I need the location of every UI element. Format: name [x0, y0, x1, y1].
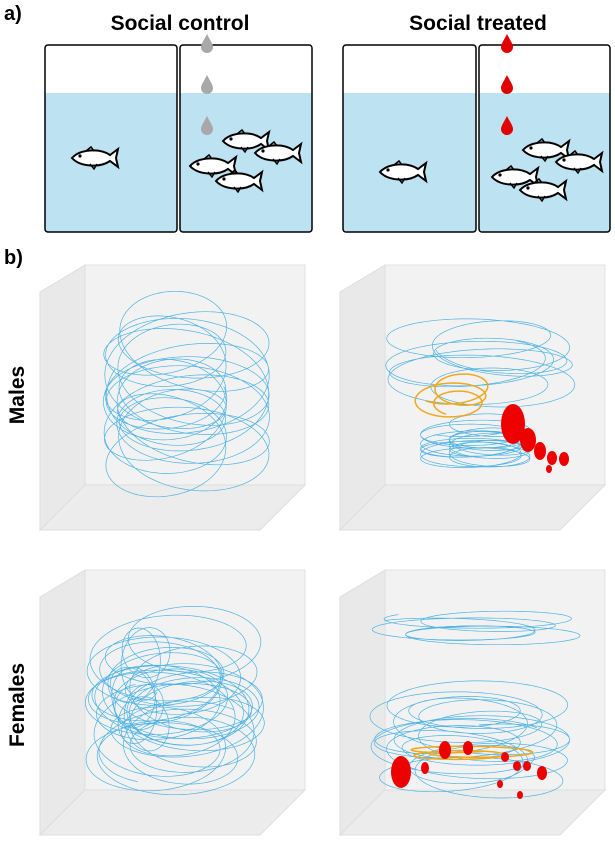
panel-label: b) [4, 247, 23, 269]
row-label: Females [6, 663, 29, 747]
tanks-control [44, 34, 313, 233]
marker [534, 442, 546, 460]
marker [547, 451, 557, 465]
tanks-treated [342, 34, 611, 233]
condition-title: Social control [111, 12, 250, 35]
marker [513, 761, 521, 771]
marker [439, 741, 451, 759]
trajectory-plots [38, 264, 607, 837]
marker [421, 762, 429, 774]
box-left [39, 569, 86, 837]
trajectory [109, 627, 171, 752]
box-floor [38, 789, 307, 836]
marker [559, 452, 569, 466]
trajectory [103, 290, 270, 498]
red-markers [391, 404, 569, 799]
box-left [339, 264, 386, 532]
marker [497, 780, 503, 788]
trajectory [85, 606, 265, 796]
trajectory [414, 373, 489, 418]
marker [546, 465, 552, 473]
marker [520, 428, 536, 452]
box-floor [38, 484, 307, 531]
trajectory [371, 610, 581, 646]
marker [523, 761, 531, 771]
marker [391, 756, 411, 788]
marker [517, 791, 523, 799]
box-floor [338, 484, 607, 531]
marker [537, 766, 547, 780]
marker [501, 752, 509, 762]
box-left [339, 569, 386, 837]
box-floor [338, 789, 607, 836]
box-left [39, 264, 86, 532]
row-label: Males [6, 366, 29, 424]
marker [501, 404, 525, 444]
box-back [84, 569, 306, 791]
trajectory [385, 318, 576, 408]
panel-label: a) [4, 3, 22, 25]
marker [463, 741, 473, 755]
condition-title: Social treated [409, 12, 547, 35]
box-back [384, 264, 606, 486]
